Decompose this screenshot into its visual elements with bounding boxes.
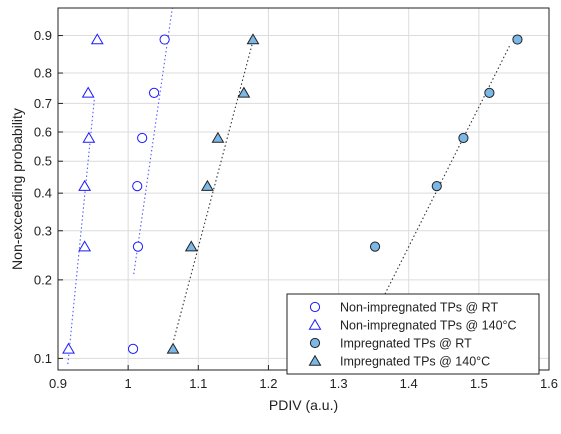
legend: Non-impregnated TPs @ RT Non-impregnated … [286, 293, 540, 375]
fit-line-series-1 [133, 7, 173, 275]
data-point-series-3 [369, 241, 381, 252]
x-tick-label: 1.5 [470, 376, 488, 391]
data-point-series-1 [137, 132, 148, 144]
data-point-series-4 [184, 240, 198, 252]
data-point-series-1 [132, 241, 144, 252]
data-point-series-3 [431, 181, 442, 192]
data-point-series-1 [148, 87, 160, 98]
y-tick-label: 0.8 [34, 66, 52, 81]
data-point-series-1 [132, 181, 143, 192]
axis-ticks: 0.9 1 1.1 1.2 1.3 1.4 1.5 1.6 0.1 0.2 0.3 0.4 0.5 0.6… [34, 28, 558, 391]
y-tick-label: 0.7 [34, 96, 52, 111]
y-tick-label: 0.9 [34, 28, 52, 43]
y-tick-label: 0.4 [34, 186, 52, 201]
data-point-series-3 [458, 132, 469, 144]
data-point-series-4 [211, 131, 225, 143]
x-tick-label: 1.6 [540, 376, 558, 391]
data-point-series-2 [78, 240, 92, 252]
data-point-series-2 [78, 179, 92, 191]
data-point-series-4 [166, 342, 180, 354]
data-point-series-2 [62, 342, 75, 354]
data-point-series-4 [246, 33, 260, 45]
data-point-series-4 [200, 179, 214, 191]
x-tick-label: 1.4 [400, 376, 418, 391]
legend-marker-2 [308, 318, 322, 330]
fit-line-series-4 [173, 35, 255, 341]
legend-marker-4 [308, 354, 322, 366]
legend-marker-3 [309, 337, 321, 349]
y-tick-label: 0.6 [34, 124, 52, 139]
legend-label-2: Non-impregnated TPs @ 140°C [340, 319, 517, 333]
data-markers [62, 33, 523, 354]
legend-label-4: Impregnated TPs @ 140°C [340, 355, 490, 369]
data-point-series-4 [237, 86, 251, 98]
x-tick-label: 1.1 [189, 376, 207, 391]
legend-box [286, 293, 540, 375]
data-point-series-2 [81, 86, 95, 98]
legend-label-1: Non-impregnated TPs @ RT [340, 301, 498, 315]
legend-label-3: Impregnated TPs @ RT [340, 337, 472, 351]
fit-line-series-2 [67, 97, 96, 365]
data-point-series-2 [82, 131, 96, 143]
fit-line-series-3 [352, 43, 511, 359]
y-tick-label: 0.2 [34, 272, 52, 287]
legend-marker-1 [309, 301, 321, 313]
data-point-series-3 [512, 34, 523, 45]
x-tick-label: 1.2 [259, 376, 277, 391]
y-tick-label: 0.5 [34, 154, 52, 169]
data-point-series-1 [159, 34, 170, 45]
y-tick-label: 0.1 [34, 351, 52, 366]
x-tick-label: 1 [125, 376, 132, 391]
data-point-series-3 [484, 87, 495, 98]
data-point-series-1 [127, 343, 139, 354]
data-point-series-2 [90, 33, 104, 45]
x-tick-label: 1.3 [330, 376, 348, 391]
x-tick-label: 0.9 [49, 376, 67, 391]
y-axis-title: Non-exceeding probability [9, 108, 25, 270]
fit-lines [67, 7, 511, 365]
x-axis-title: PDIV (a.u.) [269, 397, 338, 413]
y-tick-label: 0.3 [34, 223, 52, 238]
